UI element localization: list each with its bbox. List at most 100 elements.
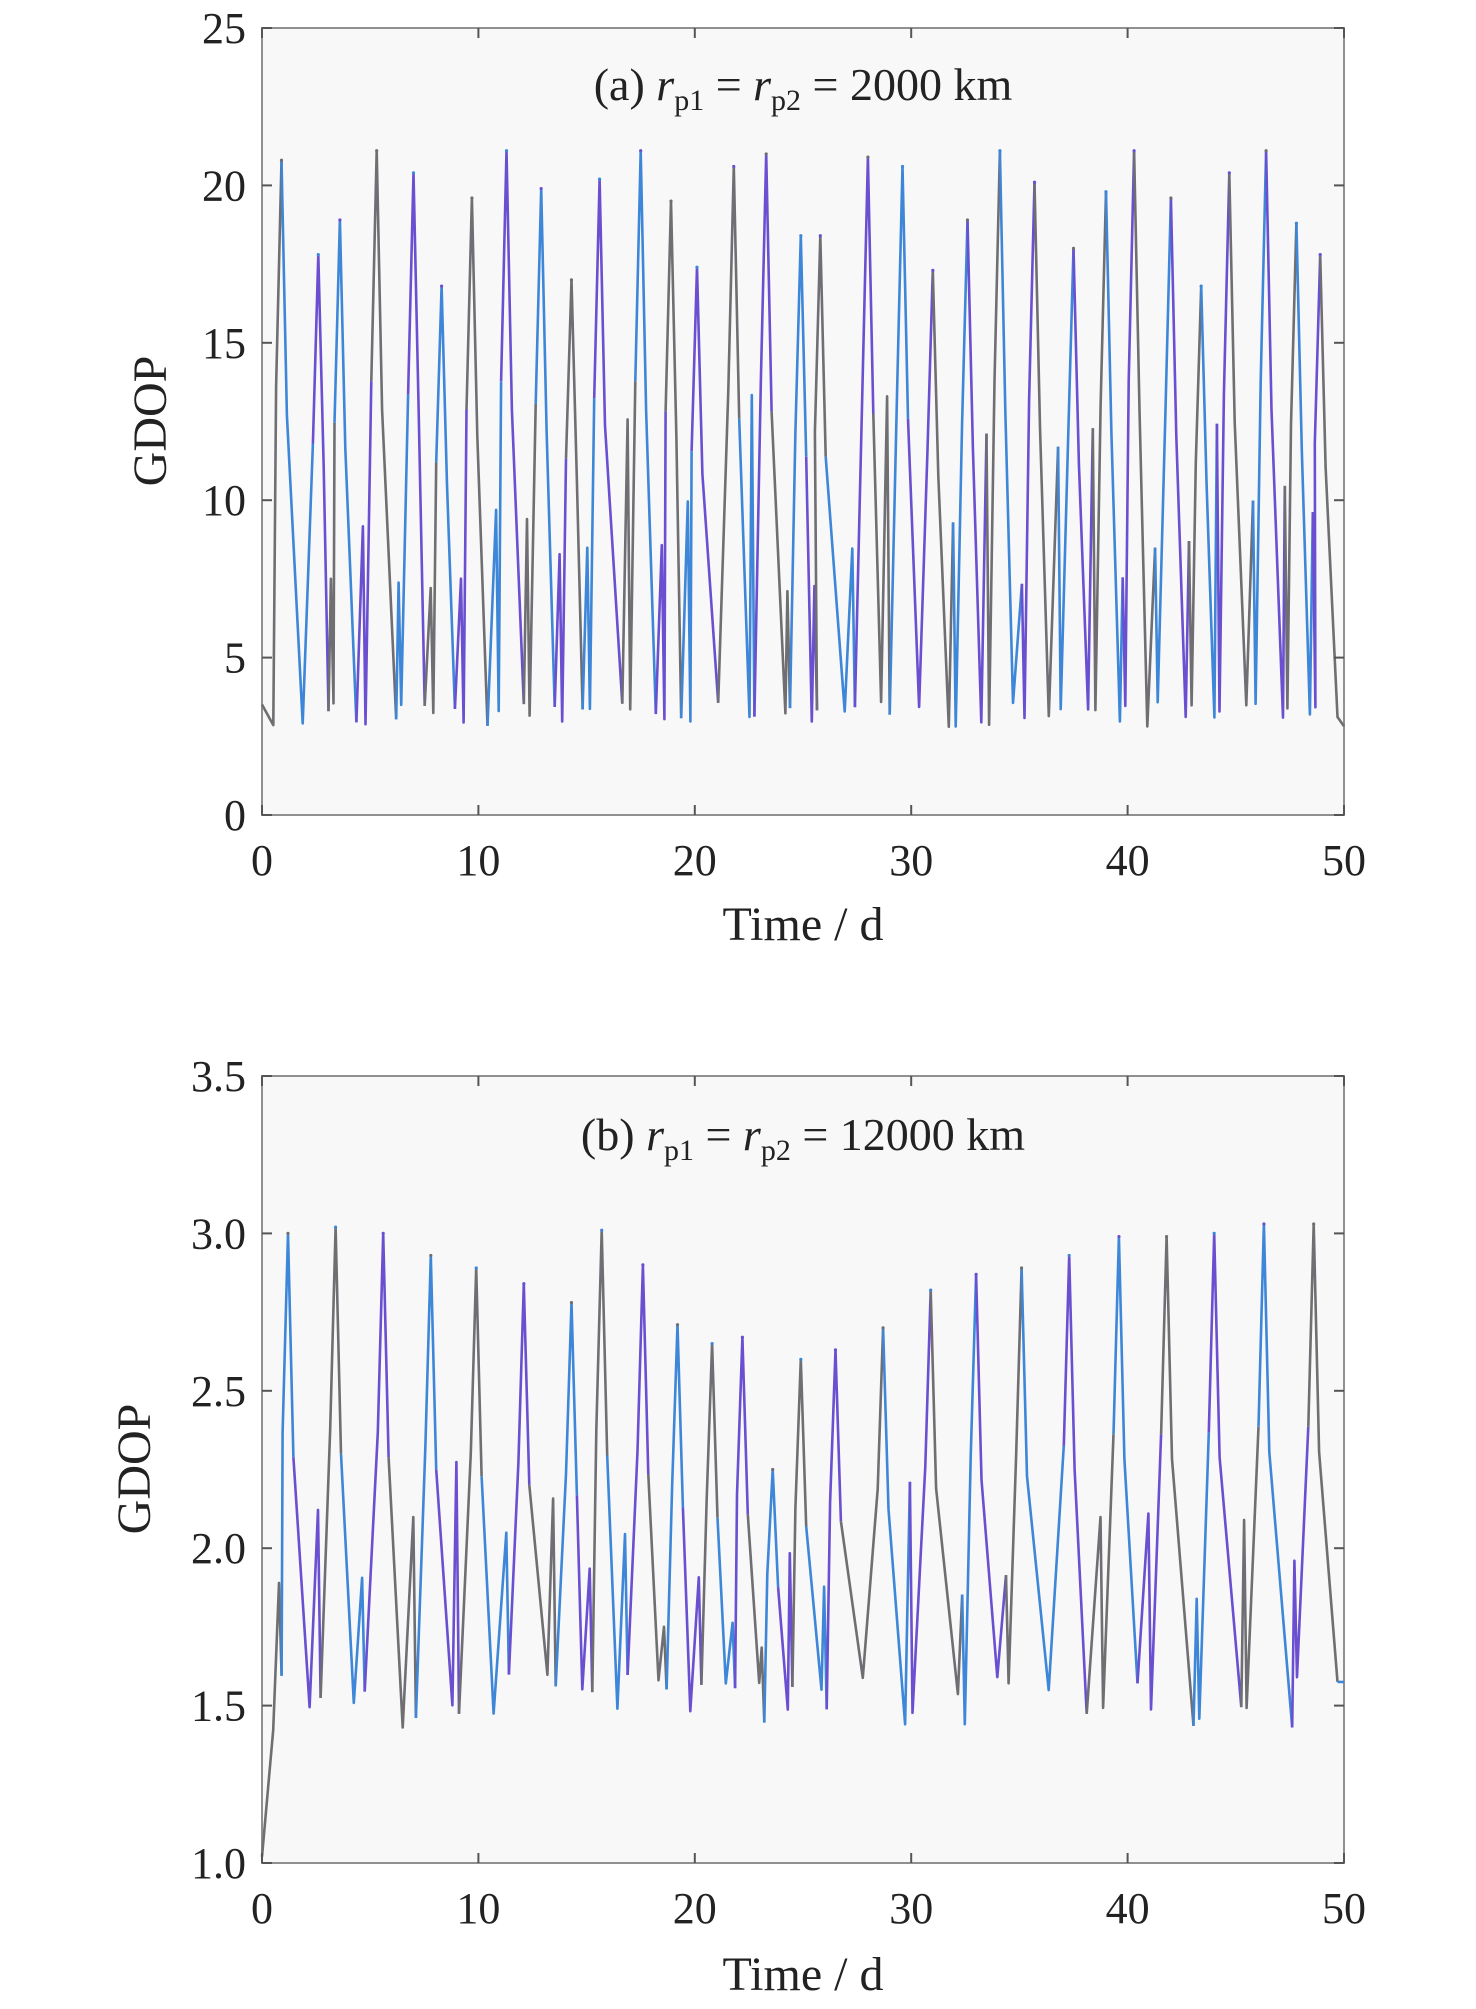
peak-point-b-16 xyxy=(929,1288,933,1292)
series-segment-b-45 xyxy=(575,1495,594,1693)
series-segment-b-87 xyxy=(804,1526,828,1710)
peak-point-b-0 xyxy=(286,1231,290,1235)
series-segment-a-54 xyxy=(553,458,568,723)
peak-point-b-24 xyxy=(1312,1222,1316,1226)
series-segment-b-66 xyxy=(700,1342,719,1685)
series-segment-a-180 xyxy=(1264,150,1287,719)
series-segment-a-108 xyxy=(853,155,875,708)
series-segment-a-21 xyxy=(370,149,398,720)
y-tick-label-b-2: 2.0 xyxy=(191,1524,246,1573)
annotation-b-value: 12000 km xyxy=(840,1109,1026,1160)
series-segment-b-9 xyxy=(292,1457,322,1709)
y-tick-label-a-4: 20 xyxy=(202,161,246,210)
series-segment-b-69 xyxy=(716,1517,737,1689)
series-segment-b-42 xyxy=(554,1301,579,1687)
series-segment-b-105 xyxy=(960,1274,978,1726)
plot-area-b xyxy=(261,1075,1345,1864)
peak-point-b-2 xyxy=(381,1231,385,1235)
series-segment-a-135 xyxy=(1020,182,1036,720)
series-segment-b-60 xyxy=(665,1323,685,1690)
series-segment-b-81 xyxy=(776,1551,794,1711)
annotation-a-var2: r xyxy=(753,59,772,110)
series-segment-a-81 xyxy=(690,265,720,703)
series-segment-b-30 xyxy=(457,1266,483,1714)
series-segment-b-3 xyxy=(260,1581,283,1857)
series-segment-b-51 xyxy=(605,1455,629,1710)
series-segment-a-114 xyxy=(888,165,910,715)
peak-point-b-7 xyxy=(600,1228,604,1232)
annotation-b-var2: r xyxy=(743,1109,762,1160)
series-segment-a-138 xyxy=(1033,182,1060,718)
peak-point-b-12 xyxy=(771,1467,775,1472)
series-segment-b-54 xyxy=(626,1263,650,1676)
x-tick-label-b-2: 20 xyxy=(673,1884,717,1933)
peak-point-a-16 xyxy=(799,234,803,238)
y-tick-label-a-2: 10 xyxy=(202,476,246,525)
series-segment-a-57 xyxy=(564,278,584,710)
series-segment-b-57 xyxy=(647,1474,668,1690)
series-segment-a-111 xyxy=(872,395,891,715)
series-segment-a-60 xyxy=(581,398,596,711)
series-segment-a-72 xyxy=(654,411,667,721)
peak-point-a-21 xyxy=(965,218,970,222)
series-segment-b-12 xyxy=(319,1225,343,1698)
series-segment-b-132 xyxy=(1192,1432,1211,1726)
series-segment-b-120 xyxy=(1085,1434,1115,1714)
series-segment-a-9 xyxy=(311,253,330,712)
series-segment-a-45 xyxy=(499,149,526,705)
series-group-b xyxy=(260,1222,1345,1857)
series-segment-a-33 xyxy=(434,284,457,710)
series-segment-b-27 xyxy=(434,1460,461,1714)
peak-point-a-7 xyxy=(504,149,509,153)
peak-point-a-6 xyxy=(470,196,474,200)
peak-point-b-21 xyxy=(1164,1234,1169,1239)
series-segment-a-87 xyxy=(737,393,756,719)
series-segment-a-174 xyxy=(1228,172,1255,707)
peak-point-a-1 xyxy=(316,253,320,257)
peak-point-a-13 xyxy=(695,265,699,269)
series-segment-b-21 xyxy=(387,1457,418,1729)
series-segment-a-171 xyxy=(1215,172,1231,713)
series-segment-a-150 xyxy=(1104,191,1124,723)
peak-point-a-10 xyxy=(597,177,602,181)
series-segment-b-141 xyxy=(1257,1222,1294,1728)
annotation-b: (b) rp1 = rp2 = 12000 km xyxy=(581,1109,1025,1167)
series-segment-b-90 xyxy=(825,1348,843,1710)
panel-b: 0 10 20 30 40 50 1.0 1.5 2.0 2.5 3.0 3.5 (b) rp1 = … xyxy=(108,1052,1366,2001)
series-segment-b-144 xyxy=(1290,1426,1310,1728)
series-segment-a-90 xyxy=(753,152,773,717)
ticks-group-a: 0 10 20 30 40 50 0 5 10 15 20 25 xyxy=(202,4,1366,885)
peak-point-a-17 xyxy=(818,234,822,238)
peak-point-b-3 xyxy=(429,1253,433,1258)
series-segment-a-24 xyxy=(394,394,410,720)
peak-point-a-24 xyxy=(1071,246,1076,250)
y-tick-label-b-3: 2.5 xyxy=(191,1367,246,1416)
series-segment-b-84 xyxy=(791,1358,808,1688)
series-segment-b-18 xyxy=(363,1232,390,1692)
annotation-b-sub1: p1 xyxy=(664,1134,694,1167)
peak-point-a-15 xyxy=(764,152,768,156)
series-segment-a-123 xyxy=(951,219,969,728)
peak-point-a-30 xyxy=(1264,149,1268,153)
series-segment-a-105 xyxy=(824,456,857,713)
series-segment-a-78 xyxy=(679,451,693,723)
series-segment-a-177 xyxy=(1251,150,1268,706)
series-segment-b-6 xyxy=(280,1232,295,1676)
peak-point-a-32 xyxy=(1318,253,1322,257)
series-segment-b-138 xyxy=(1240,1426,1260,1710)
series-segment-a-141 xyxy=(1056,248,1075,711)
series-segment-a-162 xyxy=(1169,197,1191,719)
series-segment-b-135 xyxy=(1207,1232,1243,1708)
series-segment-a-183 xyxy=(1283,223,1298,710)
series-segment-a-30 xyxy=(423,462,438,715)
peak-point-a-11 xyxy=(639,149,643,153)
series-segment-b-48 xyxy=(591,1229,609,1693)
series-segment-a-186 xyxy=(1295,223,1315,716)
series-segment-a-147 xyxy=(1091,191,1108,712)
y-tick-label-b-0: 1.0 xyxy=(191,1839,246,1888)
series-segment-a-48 xyxy=(522,403,537,717)
series-segment-b-108 xyxy=(974,1274,1008,1679)
peak-point-b-22 xyxy=(1212,1231,1216,1235)
peak-point-b-20 xyxy=(1117,1234,1121,1239)
peak-point-a-26 xyxy=(1132,149,1136,153)
